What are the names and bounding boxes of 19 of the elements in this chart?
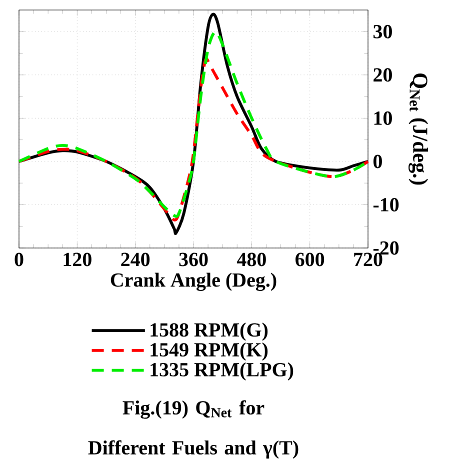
text: Fig.(19) Q$_{Net}$ for Different Fuels and γ(T) [88, 400, 298, 459]
legend-label: 1335 RPM(LPG) [150, 362, 294, 381]
y-axis-title: Q$_{Net}$ (J/deg.) [408, 73, 428, 185]
x-tick-label: 600 [296, 252, 324, 266]
x-tick-label: 720 [354, 252, 382, 266]
x-axis-title: Crank Angle (Deg.) [110, 272, 276, 291]
x-tick-label: 240 [121, 252, 150, 266]
y-tick-label: 20 [374, 68, 392, 82]
x-tick-label: 0 [14, 252, 24, 266]
y-tick-label: 10 [374, 111, 392, 125]
y-tick-label: 30 [373, 24, 392, 38]
y-tick-label: -20 [373, 241, 399, 255]
x-tick-label: 480 [236, 252, 266, 266]
legend-label: 1549 RPM(K) [150, 342, 268, 361]
x-tick-label: 360 [179, 252, 208, 266]
legend-label: 1588 RPM(G) [150, 322, 268, 341]
x-tick-label: 120 [64, 252, 92, 266]
y-tick-label: -10 [373, 198, 399, 212]
y-tick-label: 0 [373, 154, 382, 168]
